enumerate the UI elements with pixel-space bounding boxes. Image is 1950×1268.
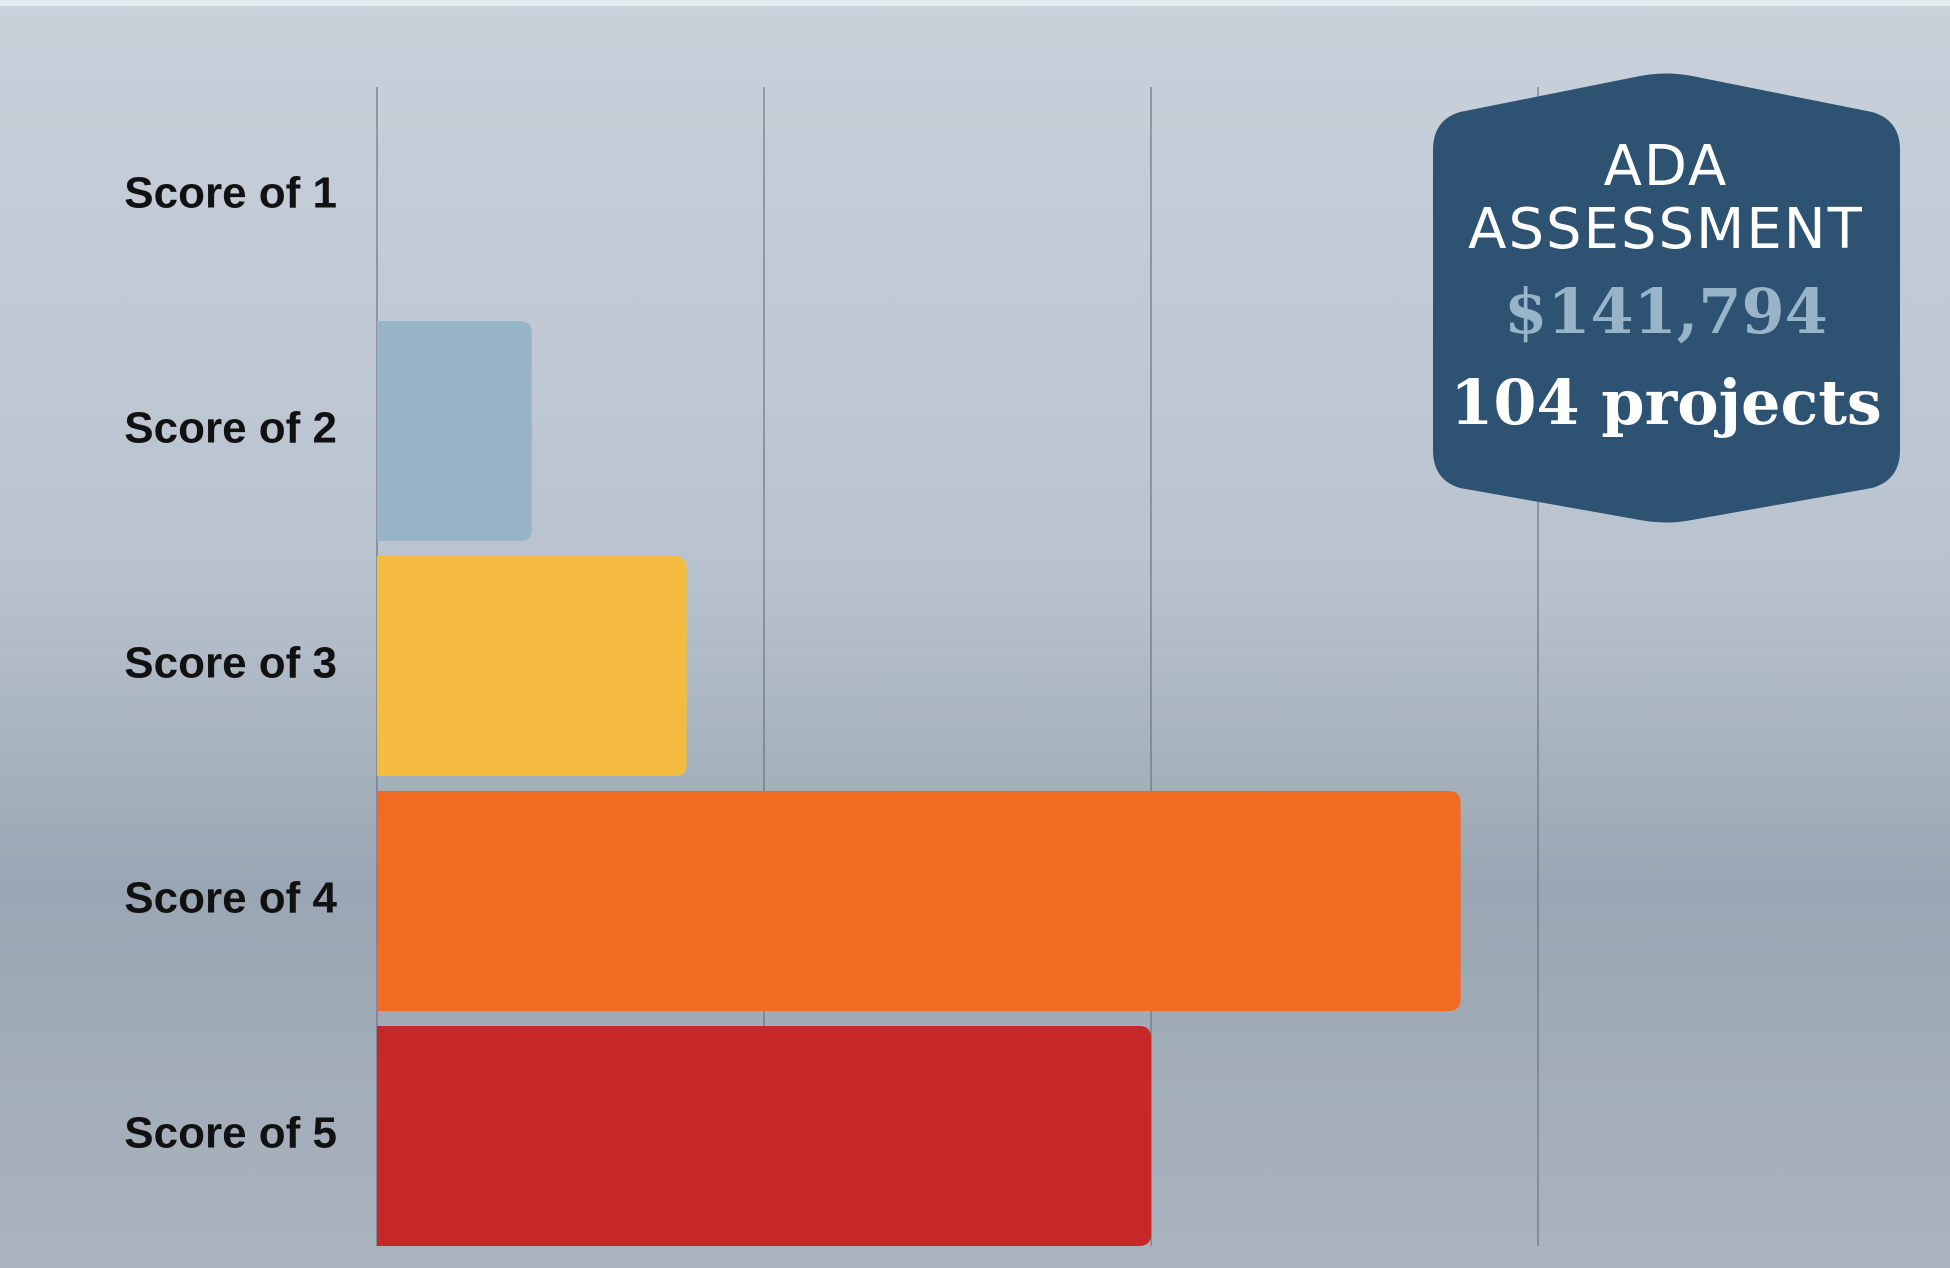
category-label: Score of 2 xyxy=(124,404,337,453)
badge-projects: 104 projects xyxy=(1450,366,1882,439)
category-label: Score of 5 xyxy=(124,1109,337,1158)
bar xyxy=(377,321,532,541)
category-label: Score of 4 xyxy=(124,874,337,923)
top-band xyxy=(0,0,1950,6)
badge-line: ADA xyxy=(1604,134,1729,199)
badge-amount: $141,794 xyxy=(1504,275,1828,348)
category-label: Score of 1 xyxy=(124,169,337,218)
bar xyxy=(377,791,1461,1011)
bar xyxy=(377,556,687,776)
page: Score of 1 Score of 2 Score of 3 Score of 4… xyxy=(0,0,1950,1268)
badge-line: ASSESSMENT xyxy=(1468,197,1864,262)
chart: Score of 1 Score of 2 Score of 3 Score of 4… xyxy=(0,0,1950,1268)
category-label: Score of 3 xyxy=(124,639,337,688)
badge: ADA ASSESSMENT $141,794 104 projects xyxy=(1433,74,1900,523)
bar xyxy=(377,1026,1151,1246)
